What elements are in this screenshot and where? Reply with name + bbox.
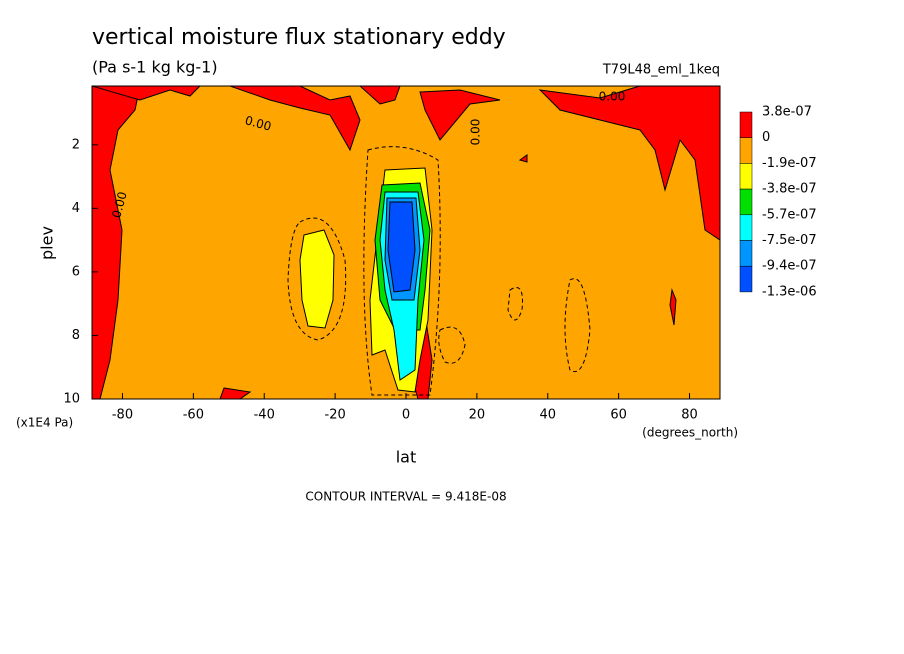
chart-title: vertical moisture flux stationary eddy [92,25,506,50]
y-tick-label: 2 [72,137,80,152]
region [518,154,528,163]
colorbar-label: -1.3e-06 [762,284,817,299]
colorbar-label: -7.5e-07 [762,233,817,248]
colorbar-box [739,240,753,267]
footnote: CONTOUR INTERVAL = 9.418E-08 [305,490,506,504]
colorbar-label: 3.8e-07 [762,105,812,120]
x-tick-label: 20 [469,408,486,423]
colorbar-box [739,111,753,138]
contour-label: 0.00 [243,113,272,133]
colorbar-label: -3.8e-07 [762,182,817,197]
x-tick-label: 0 [402,408,410,423]
run-label: T79L48_eml_1keq [602,63,720,78]
dashed-contour [287,217,347,341]
contour-label: 0.00 [109,190,129,219]
y-tick-label: 10 [63,392,80,407]
colorbar-box [739,214,753,241]
y-tick-label: 4 [72,201,80,216]
colorbar-label: -5.7e-07 [762,207,817,222]
dashed-contour [507,287,523,321]
region [219,387,252,399]
colorbar-box [739,265,753,293]
y-axis-label: plev [38,226,57,260]
y-units: (x1E4 Pa) [16,416,73,430]
region [92,86,141,399]
x-tick-label: -80 [112,408,133,423]
subtitle: (Pa s-1 kg kg-1) [92,58,218,77]
y-tick-label: 6 [72,264,80,279]
x-tick-label: 40 [539,408,556,423]
contour-label: 0.00 [469,119,483,146]
x-tick-label: 80 [681,408,698,423]
region [299,229,335,329]
x-tick-label: -60 [183,408,204,423]
colorbar-label: 0 [762,130,770,145]
x-tick-label: 60 [610,408,627,423]
colorbar-box [739,188,753,216]
colorbar-label: -1.9e-07 [762,156,817,171]
colorbar-box [739,137,753,164]
x-tick-label: -20 [325,408,346,423]
dashed-contour [438,326,466,364]
colorbar-box [739,163,753,190]
dashed-contour [564,278,591,373]
x-axis-label: lat [396,448,417,467]
region [92,86,201,101]
y-tick-label: 8 [72,328,80,343]
dashed-contour [363,146,441,396]
plot-area [92,86,720,399]
colorbar-label: -9.4e-07 [762,259,817,274]
region [359,86,401,105]
region [229,86,361,152]
x-tick-label: -40 [254,408,275,423]
region [538,86,720,241]
region [387,201,416,293]
region [669,288,677,326]
contour-label: 0.00 [599,90,626,104]
region [419,89,501,141]
x-units: (degrees_north) [642,426,738,440]
